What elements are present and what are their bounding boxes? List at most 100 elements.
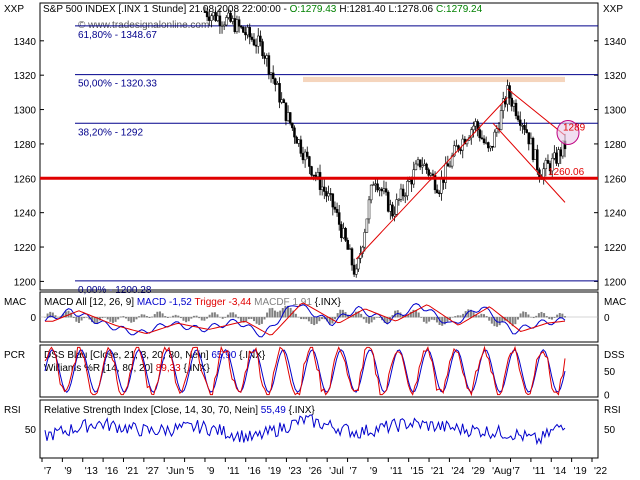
macd-hist-bar (169, 316, 172, 318)
macd-hist-bar (550, 317, 553, 320)
macd-hist-bar (456, 315, 459, 318)
macd-hist-bar (164, 316, 167, 318)
macd-hist-bar (352, 314, 355, 318)
macd-hist-bar (315, 317, 318, 324)
candle-body (519, 119, 522, 126)
macd-hist-bar (522, 311, 525, 318)
price-tick-label-left: 1260 (14, 174, 37, 185)
macd-hist-bar (96, 317, 99, 323)
macd-hist-bar (174, 314, 177, 318)
candle-body (329, 193, 332, 195)
candle-body (357, 258, 360, 270)
macd-hist-bar (211, 312, 214, 318)
x-tick-label: '9 (207, 466, 215, 477)
macd-hist-bar (480, 313, 483, 318)
candle-body (393, 213, 396, 217)
candle-body (425, 163, 428, 170)
x-tick-label: '9 (370, 466, 378, 477)
rsi-axis: 50 50 (25, 425, 616, 436)
macd-hist-bar (266, 312, 269, 318)
candle-body (342, 228, 345, 239)
candle-body (431, 173, 435, 176)
candle-body (391, 204, 394, 217)
macd-hist-bar (428, 317, 431, 322)
candle-body (237, 19, 241, 27)
candle-body (344, 228, 347, 241)
macd-hist-bar (239, 317, 242, 322)
candle-body (312, 174, 315, 177)
price-tick-label-left: 1220 (14, 243, 37, 254)
macd-hist-bar (44, 317, 46, 318)
candle-body (525, 129, 528, 133)
rsi-line (44, 414, 566, 446)
macd-hist-bar (75, 317, 78, 322)
macd-hist-bar (401, 315, 404, 318)
candle-body (399, 188, 403, 200)
candle-body (212, 12, 215, 17)
candle-body (386, 191, 390, 212)
macd-hist-bar (336, 313, 339, 318)
macd-hist-bar (509, 317, 512, 324)
candle-body (303, 151, 307, 161)
macd-hist-bar (273, 310, 276, 318)
candle-body (310, 166, 313, 176)
macd-hist-bar (417, 312, 420, 318)
macd-hist-bar (404, 315, 407, 318)
candle-body (446, 163, 450, 167)
candle-body (452, 145, 456, 157)
candle-body (448, 165, 452, 168)
candle-body (325, 191, 328, 197)
candle-body (288, 112, 292, 124)
candle-body (308, 156, 311, 167)
candle-body (414, 163, 418, 170)
candle-body (229, 12, 232, 22)
candle-body (506, 85, 509, 105)
macd-tick-label-right: 0 (604, 313, 610, 324)
macd-hist-bar (185, 317, 188, 323)
macd-hist-bar (446, 317, 449, 322)
candle-body (244, 32, 247, 36)
macd-hist-bar (109, 317, 112, 322)
price-tick-label-right: 1220 (604, 243, 627, 254)
header-title: S&P 500 INDEX [.INX 1 Stunde] 21.08.2008… (43, 4, 483, 15)
macd-hist-bar (85, 317, 88, 318)
macd-hist-bar (373, 317, 376, 320)
macd-hist-bar (93, 317, 96, 324)
candle-body (410, 179, 413, 185)
macd-hist-bar (320, 317, 323, 320)
candle-body (491, 145, 494, 148)
candle-body (484, 142, 488, 144)
candle-body (374, 183, 377, 186)
macd-hist-bar (229, 312, 232, 318)
macd-hist-bar (362, 317, 365, 320)
candle-body (495, 128, 499, 133)
fib-label: 0,00% - 1200.28 (78, 285, 152, 296)
candle-body (263, 55, 266, 59)
candle-body (429, 173, 433, 176)
macd-hist-bar (368, 317, 371, 324)
macd-hist-bar (57, 316, 60, 318)
x-tick-label: '16 (105, 466, 118, 477)
macd-hist-bar (192, 315, 195, 318)
candle-body (395, 199, 398, 215)
macd-hist-bar (564, 316, 566, 318)
x-tick-label: '14 (553, 466, 566, 477)
candle-body (544, 160, 548, 170)
macd-hist-bar (135, 317, 138, 320)
macd-hist-bar (561, 313, 564, 318)
macd-hist-bar (179, 317, 182, 319)
candle-body (533, 149, 537, 160)
x-tick-label: 'Jun (166, 466, 184, 477)
candle-body (384, 188, 388, 193)
macd-hist-bar (454, 316, 457, 318)
macd-hist-bar (104, 317, 107, 318)
rsi-panel-frame (39, 399, 599, 459)
macd-hist-bar (292, 310, 295, 318)
macd-hist-bar (80, 317, 83, 321)
candle-body (470, 129, 473, 139)
macd-hist-bar (318, 317, 321, 322)
price-panel: 1200 1200 1220 1220 1240 1240 1260 1260 1280 1280… (14, 2, 627, 296)
price-panel-frame (39, 2, 599, 291)
macd-hist-bar (488, 317, 491, 321)
candle-body (354, 268, 358, 275)
